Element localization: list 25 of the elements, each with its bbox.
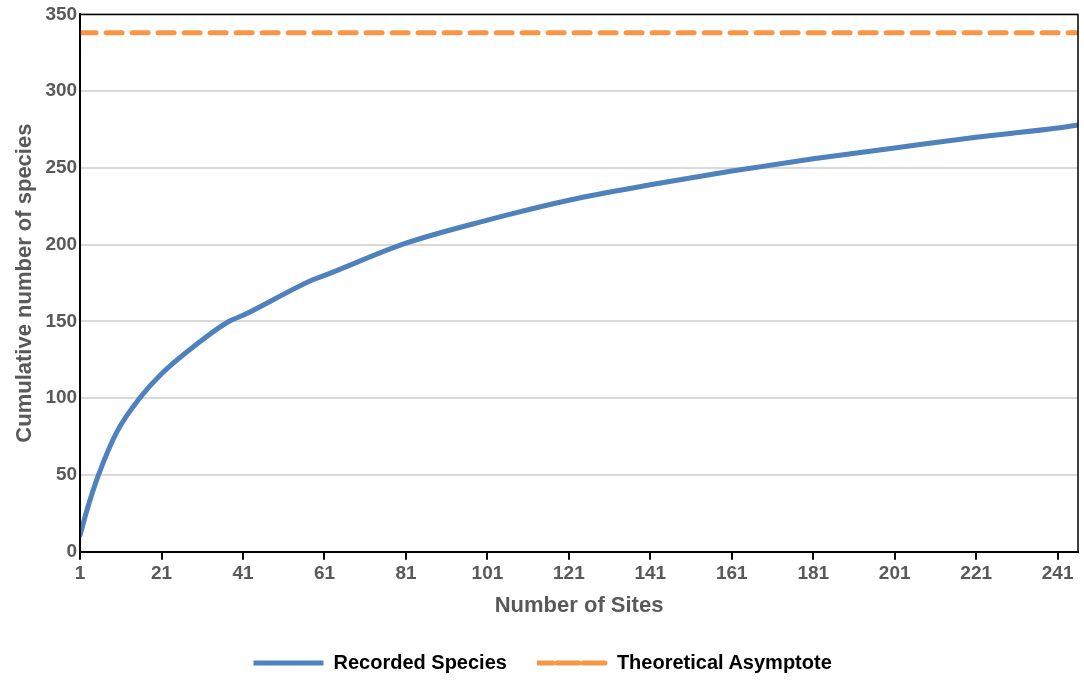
y-tick-label: 50: [55, 463, 78, 485]
x-tick-label: 161: [715, 562, 749, 584]
x-tick-label: 101: [471, 562, 504, 584]
x-tick-label: 181: [797, 562, 830, 584]
x-tick-label: 241: [1041, 562, 1074, 584]
x-tick-label: 81: [395, 562, 417, 584]
x-tick-label: 201: [878, 562, 911, 584]
x-tick-label: 1: [74, 562, 86, 584]
y-tick-label: 200: [45, 232, 78, 254]
y-axis-title: Cumulative number of species: [11, 123, 37, 443]
y-tick-label: 150: [45, 309, 78, 331]
x-tick-label: 121: [553, 562, 586, 584]
x-tick-label: 141: [634, 562, 667, 584]
x-tick-label: 21: [150, 562, 173, 584]
y-tick-label: 350: [45, 2, 78, 24]
y-tick-label: 300: [45, 79, 78, 101]
legend-label: Theoretical Asymptote: [616, 650, 832, 673]
x-tick-label: 61: [313, 562, 336, 584]
x-axis-title: Number of Sites: [494, 591, 664, 617]
x-tick-label: 41: [232, 562, 255, 584]
x-tick-label: 221: [960, 562, 993, 584]
legend-label: Recorded Species: [333, 650, 507, 673]
y-tick-label: 100: [45, 386, 78, 408]
y-tick-label: 250: [45, 156, 78, 178]
y-tick-label: 0: [66, 540, 78, 562]
